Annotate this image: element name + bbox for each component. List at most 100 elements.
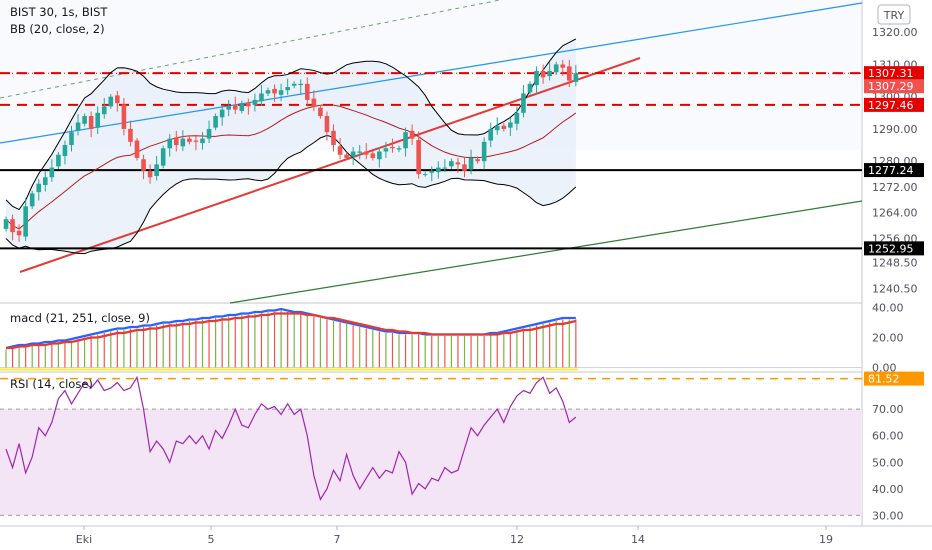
candle[interactable] — [560, 59, 566, 77]
candle[interactable] — [344, 152, 349, 161]
candle[interactable] — [134, 137, 140, 161]
candle[interactable] — [160, 145, 166, 169]
candle[interactable] — [226, 99, 231, 117]
candle[interactable] — [101, 97, 107, 119]
candle[interactable] — [49, 159, 55, 182]
candle[interactable] — [95, 106, 100, 135]
candle[interactable] — [573, 64, 579, 87]
candle[interactable] — [514, 106, 520, 131]
candle[interactable] — [370, 150, 376, 161]
candle[interactable] — [357, 145, 362, 160]
candle[interactable] — [167, 134, 173, 157]
candles[interactable] — [3, 59, 579, 242]
candle[interactable] — [436, 161, 441, 179]
candle[interactable] — [259, 85, 264, 106]
candle[interactable] — [219, 105, 225, 126]
candle[interactable] — [187, 136, 192, 145]
candle[interactable] — [331, 124, 336, 152]
candle[interactable] — [285, 78, 290, 95]
candle[interactable] — [213, 113, 218, 131]
candle[interactable] — [567, 59, 572, 88]
candle[interactable] — [481, 137, 487, 170]
candle[interactable] — [174, 130, 179, 152]
candle[interactable] — [265, 87, 271, 97]
candle[interactable] — [521, 85, 526, 118]
candle[interactable] — [540, 64, 546, 84]
candle[interactable] — [291, 81, 297, 89]
candle[interactable] — [154, 156, 159, 181]
candle[interactable] — [82, 113, 87, 127]
candle[interactable] — [429, 166, 435, 182]
candle[interactable] — [462, 157, 467, 178]
candle[interactable] — [3, 216, 9, 232]
candle[interactable] — [36, 179, 42, 201]
candle[interactable] — [232, 96, 238, 115]
candle[interactable] — [396, 145, 402, 153]
candle[interactable] — [422, 171, 428, 177]
symbol-legend[interactable]: BIST 30, 1s, BIST — [10, 5, 108, 19]
rsi-line[interactable] — [5, 375, 577, 501]
candle[interactable] — [128, 120, 133, 147]
rsi-legend[interactable]: RSI (14, close) — [10, 377, 93, 391]
candle[interactable] — [56, 152, 61, 169]
candle[interactable] — [75, 114, 81, 136]
rsi-pane[interactable] — [0, 375, 862, 516]
candle[interactable] — [206, 120, 212, 144]
candle[interactable] — [350, 146, 356, 166]
candle[interactable] — [298, 79, 304, 94]
candle[interactable] — [468, 149, 474, 175]
candle[interactable] — [318, 105, 323, 119]
candle[interactable] — [239, 100, 245, 114]
candle[interactable] — [363, 143, 369, 160]
candle[interactable] — [23, 197, 28, 242]
candle[interactable] — [108, 94, 114, 109]
candle[interactable] — [29, 190, 35, 209]
candle[interactable] — [377, 146, 382, 168]
candle[interactable] — [10, 214, 15, 241]
candle[interactable] — [534, 66, 539, 94]
candle[interactable] — [553, 61, 559, 75]
candle[interactable] — [246, 98, 251, 115]
macd-legend[interactable]: macd (21, 251, close, 9) — [10, 311, 150, 325]
candle[interactable] — [501, 123, 507, 132]
candle[interactable] — [252, 93, 258, 112]
candle[interactable] — [488, 122, 493, 147]
macd-pane[interactable] — [0, 307, 862, 371]
candle[interactable] — [88, 111, 94, 138]
candle[interactable] — [200, 132, 205, 150]
signal-line[interactable] — [6, 312, 577, 350]
candle[interactable] — [147, 164, 153, 184]
channel-lower-line[interactable] — [229, 200, 863, 304]
candle[interactable] — [141, 154, 146, 180]
bb-legend[interactable]: BB (20, close, 2) — [10, 22, 105, 36]
candle[interactable] — [193, 136, 199, 151]
candle[interactable] — [383, 141, 389, 158]
candle[interactable] — [115, 90, 120, 112]
candle[interactable] — [416, 131, 421, 179]
candle[interactable] — [403, 127, 408, 157]
candle[interactable] — [43, 170, 48, 192]
candle[interactable] — [324, 111, 330, 141]
candle[interactable] — [449, 158, 454, 169]
candle[interactable] — [409, 124, 415, 146]
candle[interactable] — [311, 90, 317, 111]
candle[interactable] — [494, 117, 500, 135]
candle[interactable] — [180, 130, 186, 151]
red-trend-line[interactable] — [19, 57, 641, 273]
candle[interactable] — [272, 84, 277, 102]
candle[interactable] — [62, 140, 68, 165]
candle[interactable] — [121, 97, 127, 136]
candle[interactable] — [527, 81, 533, 95]
candle[interactable] — [547, 62, 552, 81]
candle[interactable] — [390, 138, 395, 153]
candle[interactable] — [455, 157, 461, 173]
candle[interactable] — [475, 156, 480, 164]
candle[interactable] — [442, 159, 448, 173]
candle[interactable] — [305, 77, 310, 107]
candle[interactable] — [16, 224, 22, 242]
candle[interactable] — [337, 137, 343, 160]
currency-button[interactable]: TRY — [877, 4, 911, 25]
candle[interactable] — [508, 117, 513, 137]
candle[interactable] — [69, 125, 74, 152]
